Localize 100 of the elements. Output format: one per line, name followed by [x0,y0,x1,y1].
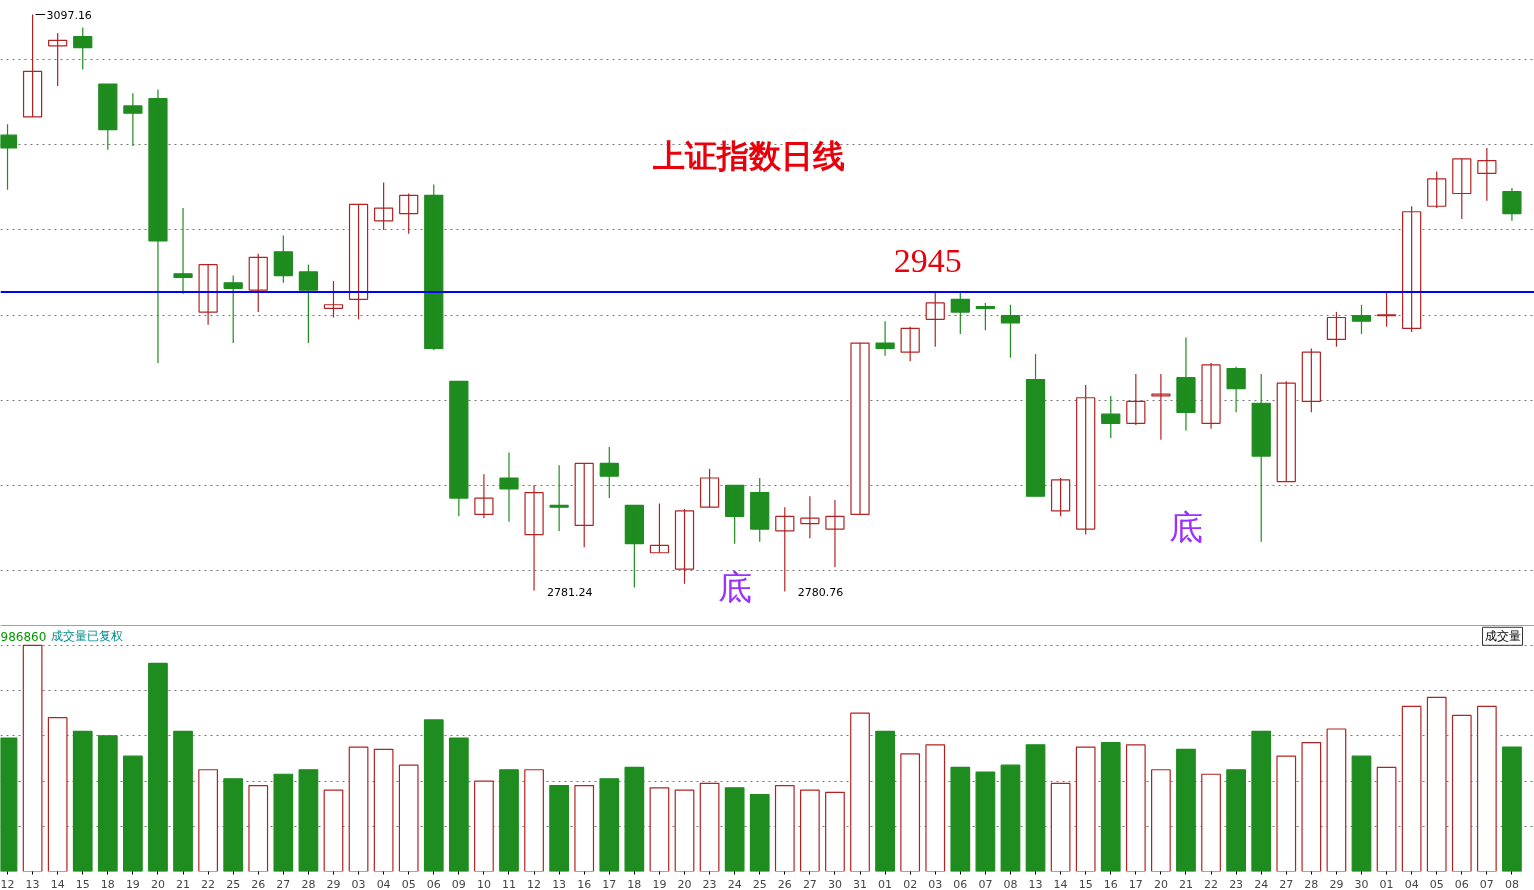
bar [599,778,620,872]
bar [574,784,595,872]
bar [774,784,795,872]
annotation: 3097.16 [46,8,92,22]
bar [875,730,895,872]
candlestick [1276,380,1296,483]
bar [850,712,870,872]
candlestick [1452,158,1472,220]
bar [1476,705,1497,872]
candlestick [123,92,143,147]
candlestick [1201,362,1221,430]
bar [47,717,68,872]
candlestick [1176,336,1196,432]
x-tick-label: 09 [451,877,466,890]
x-tick-label: 12 [0,877,15,890]
candlestick [725,484,745,545]
bar [900,753,921,872]
candlestick [223,274,243,344]
candlestick [1000,304,1021,359]
x-tick-label: 20 [677,877,692,890]
candlestick [549,464,569,532]
x-tick-label: 03 [928,877,943,890]
candlestick [1251,373,1271,543]
bar [649,787,670,872]
bar [198,769,218,872]
x-tick-label: 12 [527,877,542,890]
x-tick-label: 18 [627,877,642,890]
bar [1376,766,1397,872]
bar [223,778,244,872]
x-tick-label: 07 [1479,877,1494,890]
x-tick-label: 19 [652,877,667,890]
x-tick-label: 06 [953,877,968,890]
bar [1326,728,1347,872]
bar [97,735,118,872]
x-tick-label: 22 [201,877,216,890]
x-tick-label: 13 [552,877,567,890]
x-tick-label: 05 [401,877,416,890]
bar [173,730,193,872]
x-tick-label: 28 [301,877,316,890]
candlestick [624,504,644,589]
x-tick-label: 25 [226,877,241,890]
x-tick-label: 04 [376,877,391,890]
bar [1351,755,1372,872]
x-tick-label: 13 [25,877,40,890]
bar [1050,782,1071,872]
bar [499,769,519,872]
candlestick [800,495,820,539]
candlestick [1326,311,1347,348]
x-tick-label: 29 [1329,877,1344,890]
candlestick [925,291,945,348]
candlestick [474,473,494,519]
candlestick [1477,147,1497,202]
bar [348,746,369,872]
x-tick-label: 30 [1354,877,1369,890]
candlestick [0,123,18,191]
candlestick [599,446,619,499]
x-tick-label: 14 [1053,877,1068,890]
text: 986860 [0,629,47,644]
x-tick-label: 24 [1254,877,1269,890]
x-tick-label: 29 [326,877,341,890]
candlestick [524,484,544,592]
candlestick [850,342,870,516]
bar [148,662,168,872]
x-tick-label: 13 [1028,877,1043,890]
candlestick [900,326,920,362]
candlestick [424,183,444,351]
x-tick-label: 16 [577,877,592,890]
x-tick-label: 07 [978,877,993,890]
bar [1451,714,1472,872]
x-tick-label: 19 [125,877,140,890]
x-tick-label: 01 [878,877,893,890]
ref-line-label: 2945 [893,241,962,279]
bar [323,789,344,872]
bar [1025,744,1046,872]
annotation: 底 [717,569,752,606]
x-tick-label: 18 [100,877,115,890]
x-tick-label: 17 [1128,877,1143,890]
x-tick-label: 06 [426,877,441,890]
bar [724,787,745,872]
x-tick-label: 27 [276,877,291,890]
x-tick-label: 03 [351,877,366,890]
bar [373,748,394,872]
bar [1201,773,1221,872]
candlestick [348,203,369,320]
x-tick-label: 16 [1103,877,1118,890]
bar [398,764,419,872]
x-tick-label: 26 [251,877,266,890]
x-tick-label: 25 [752,877,767,890]
bar [950,766,971,872]
bar [549,784,570,872]
bar [1276,755,1297,872]
bar [1426,696,1447,872]
x-tick-label: 31 [853,877,868,890]
candlestick [1101,395,1121,439]
candlestick [1502,187,1522,222]
bar [1251,730,1272,872]
x-tick-label: 23 [1229,877,1244,890]
x-tick-label: 28 [1304,877,1319,890]
candlestick [1076,384,1096,536]
candlestick [975,302,996,331]
